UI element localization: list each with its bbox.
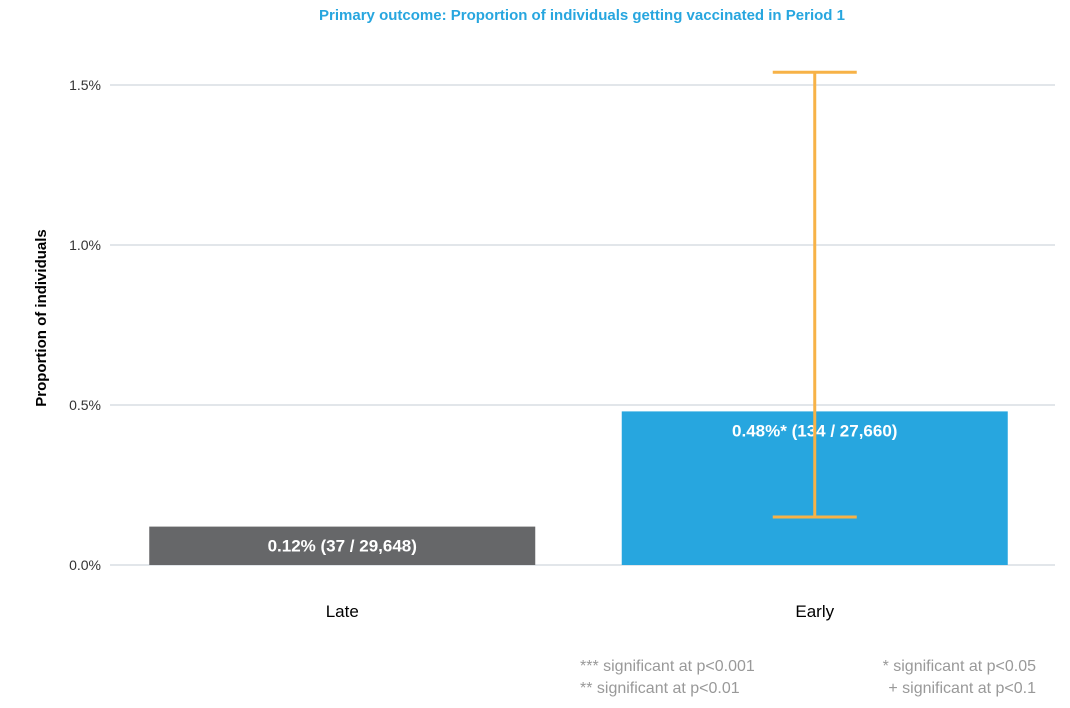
note-p01: ** significant at p<0.01 xyxy=(580,680,740,697)
x-category-label-early: Early xyxy=(795,602,834,621)
bar-late xyxy=(149,526,536,565)
y-tick-label: 0.5% xyxy=(69,397,101,413)
error-bar-early xyxy=(772,70,857,519)
y-tick-label: 1.0% xyxy=(69,237,101,253)
y-axis-label: Proportion of individuals xyxy=(33,229,50,407)
x-category-label-late: Late xyxy=(326,602,359,621)
note-p05: * significant at p<0.05 xyxy=(882,658,1036,675)
y-tick-label: 0.0% xyxy=(69,557,101,573)
significance-note-left: *** significant at p<0.001 ** significan… xyxy=(580,656,755,700)
y-tick-label: 1.5% xyxy=(69,77,101,93)
error-bars xyxy=(772,70,857,519)
note-p001: *** significant at p<0.001 xyxy=(580,658,755,675)
chart-title: Primary outcome: Proportion of individua… xyxy=(319,7,845,24)
significance-note-right: * significant at p<0.05 + significant at… xyxy=(840,656,1036,700)
bar-label-late: 0.12% (37 / 29,648) xyxy=(268,537,417,556)
note-p1: + significant at p<0.1 xyxy=(888,680,1036,697)
y-axis-ticks: 0.0% 0.5% 1.0% 1.5% xyxy=(69,77,101,573)
bars: 0.12% (37 / 29,648)0.48%* (134 / 27,660) xyxy=(149,411,1008,565)
x-axis-categories: Late Early xyxy=(326,602,835,621)
